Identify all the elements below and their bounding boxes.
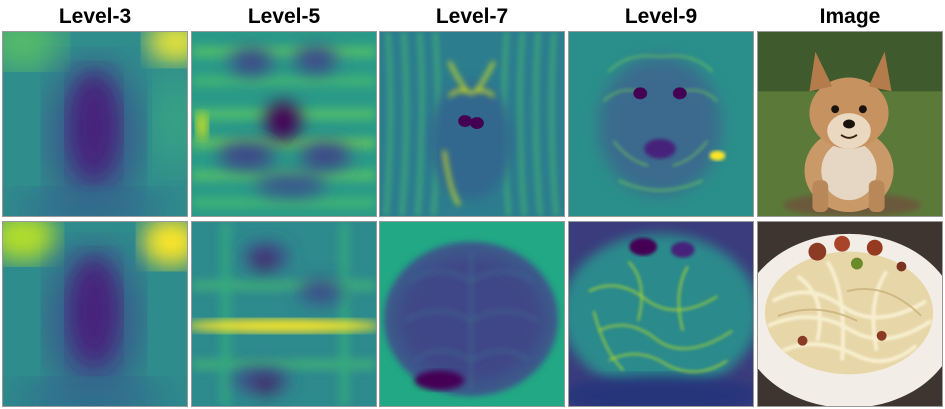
dog-level-9-map [568,31,754,217]
dog-photo [757,31,943,217]
dog-level-5-map [191,31,377,217]
column-header-level-3: Level-3 [58,5,132,28]
dog-level-3-map [2,31,188,217]
pasta-photo [757,221,943,407]
column-header-level-5: Level-5 [247,5,321,28]
pasta-level-7-map [379,221,565,407]
column-header-level-7: Level-7 [435,5,509,28]
column-header-image: Image [819,5,881,28]
column-header-level-9: Level-9 [624,5,698,28]
pasta-level-5-map [191,221,377,407]
pasta-level-9-map [568,221,754,407]
dog-level-7-map [379,31,565,217]
pasta-level-3-map [2,221,188,407]
